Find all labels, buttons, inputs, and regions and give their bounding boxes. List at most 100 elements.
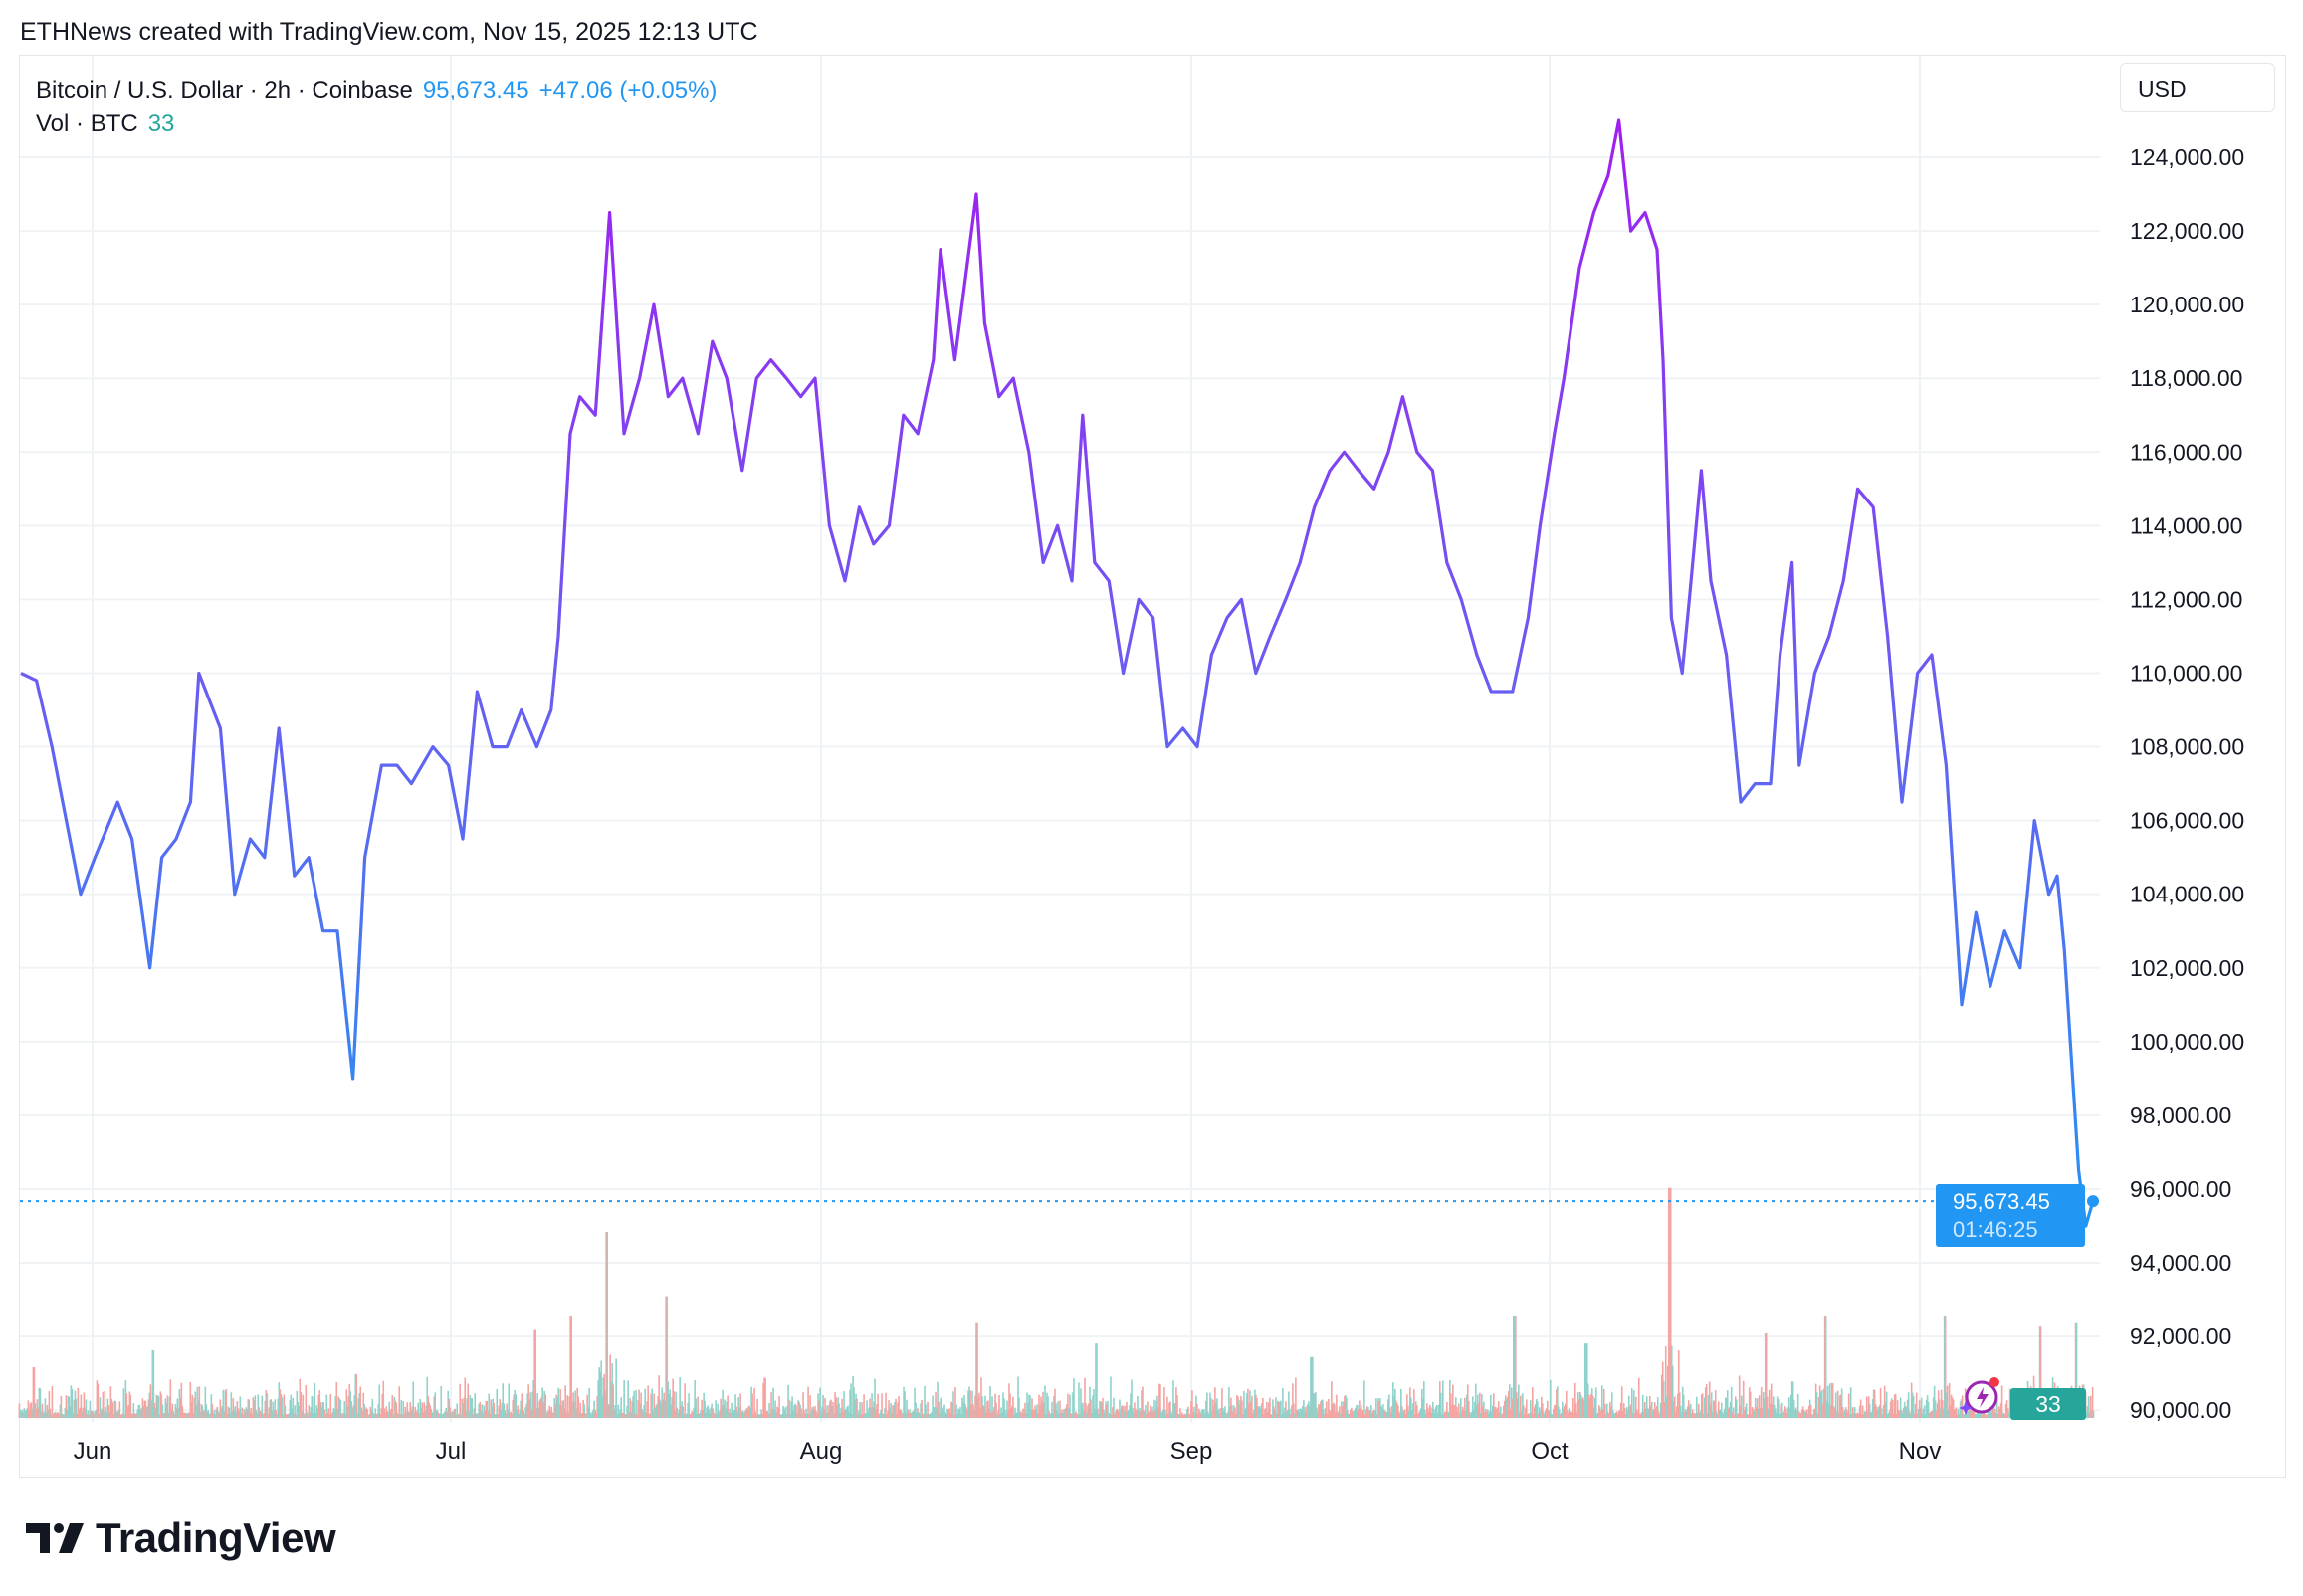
volume-bar	[1413, 1389, 1415, 1418]
volume-bar	[1096, 1343, 1098, 1418]
volume-bar	[1822, 1388, 1825, 1418]
volume-bar	[1129, 1405, 1131, 1418]
volume-bar	[286, 1414, 289, 1418]
volume-bar	[604, 1390, 606, 1418]
volume-bar	[1772, 1396, 1775, 1418]
volume-bar	[567, 1412, 569, 1418]
chart-frame[interactable]	[19, 55, 2286, 1478]
volume-bar	[1842, 1412, 1845, 1418]
volume-bar	[1107, 1400, 1109, 1418]
currency-button[interactable]: USD	[2120, 63, 2275, 112]
volume-bar	[917, 1408, 919, 1418]
volume-bar	[1202, 1409, 1204, 1418]
volume-bar	[762, 1382, 764, 1418]
volume-bar	[269, 1399, 272, 1418]
volume-bar	[796, 1413, 798, 1418]
volume-bar	[1263, 1414, 1265, 1418]
volume-bar	[1519, 1395, 1522, 1418]
volume-bar	[1003, 1398, 1005, 1418]
volume-bar	[1392, 1382, 1394, 1418]
volume-bar	[701, 1399, 703, 1418]
volume-bar	[1667, 1187, 1670, 1418]
volume-bar	[1375, 1398, 1377, 1418]
volume-bar	[1161, 1413, 1163, 1418]
volume-bar	[1874, 1404, 1877, 1418]
volume-bar	[1776, 1396, 1779, 1418]
volume-bar	[944, 1411, 946, 1418]
volume-bar	[1970, 1410, 1973, 1418]
volume-bar	[1913, 1413, 1916, 1418]
volume-bar	[266, 1393, 269, 1418]
volume-bar	[136, 1409, 139, 1418]
volume-bar	[427, 1396, 430, 1418]
volume-bar	[1125, 1406, 1127, 1418]
volume-bar	[1344, 1395, 1346, 1418]
volume-bar	[1554, 1404, 1557, 1418]
volume-bar	[539, 1399, 541, 1418]
volume-bar	[1492, 1405, 1494, 1418]
volume-bar	[1187, 1406, 1189, 1418]
volume-bar	[79, 1407, 82, 1418]
volume-bar	[1988, 1414, 1990, 1418]
volume-bar	[337, 1396, 340, 1418]
volume-bar	[1705, 1384, 1708, 1418]
volume-bar	[316, 1408, 319, 1418]
volume-bar	[1652, 1409, 1655, 1418]
tradingview-logo[interactable]: TradingView	[26, 1514, 336, 1562]
volume-bar	[863, 1394, 865, 1418]
volume-bar	[1291, 1405, 1293, 1418]
volume-bar	[251, 1414, 254, 1418]
volume-bar	[1814, 1383, 1817, 1418]
volume-bar	[1717, 1401, 1720, 1418]
volume-bar	[646, 1401, 648, 1418]
volume-bar	[1485, 1408, 1487, 1418]
volume-bar	[1349, 1413, 1351, 1418]
volume-bar	[1208, 1414, 1210, 1418]
volume-bar	[47, 1410, 50, 1418]
volume-bar	[295, 1414, 298, 1418]
volume-bar	[151, 1350, 154, 1418]
volume-bar	[1580, 1398, 1583, 1418]
volume-bar	[665, 1296, 667, 1418]
volume-bar	[112, 1414, 115, 1418]
volume-bar	[560, 1405, 562, 1418]
volume-bar	[725, 1408, 727, 1418]
volume-bar	[707, 1405, 709, 1418]
volume-bar	[983, 1405, 985, 1418]
volume-bar	[375, 1414, 378, 1418]
volume-bar	[310, 1407, 313, 1418]
last-price-value: 95,673.45	[1953, 1189, 2050, 1214]
volume-bar	[1343, 1401, 1345, 1418]
symbol-label[interactable]: Bitcoin / U.S. Dollar · 2h · Coinbase	[36, 77, 413, 103]
volume-bar	[465, 1411, 468, 1418]
volume-bar	[673, 1391, 675, 1418]
ai-assistant-icon[interactable]	[1956, 1373, 2003, 1421]
volume-bar	[1271, 1414, 1273, 1418]
volume-bar	[44, 1398, 47, 1418]
volume-bar	[125, 1393, 128, 1418]
volume-bar	[1342, 1406, 1344, 1418]
volume-bar	[958, 1409, 960, 1418]
volume-bar	[1082, 1402, 1084, 1418]
volume-bar	[1328, 1398, 1330, 1418]
volume-bar	[2087, 1396, 2090, 1418]
volume-bar	[670, 1404, 672, 1418]
volume-bar	[1902, 1407, 1905, 1418]
volume-bar	[1799, 1413, 1802, 1418]
volume-bar	[1829, 1405, 1832, 1418]
volume-bar	[444, 1411, 447, 1418]
volume-bar	[1297, 1410, 1299, 1418]
volume-bar	[146, 1406, 149, 1418]
volume-bar	[975, 1322, 977, 1418]
volume-bar	[111, 1402, 114, 1418]
volume-bar	[976, 1322, 978, 1418]
volume-bar	[223, 1411, 226, 1418]
volume-bar	[750, 1386, 752, 1418]
volume-bar	[1707, 1394, 1710, 1418]
volume-label[interactable]: Vol · BTC	[36, 110, 138, 137]
volume-bar	[1985, 1414, 1988, 1418]
volume-bar	[1164, 1409, 1166, 1418]
volume-bar	[1929, 1412, 1932, 1418]
volume-bar	[172, 1411, 175, 1418]
